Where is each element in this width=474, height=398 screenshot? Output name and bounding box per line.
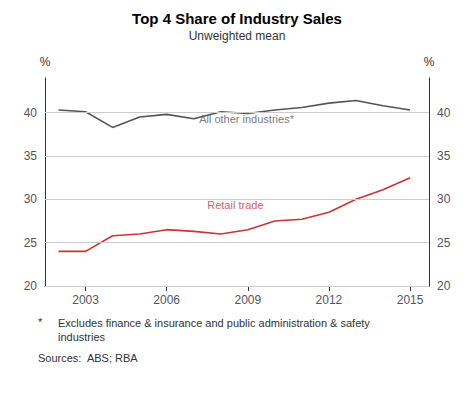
- svg-text:All other industries*: All other industries*: [199, 113, 294, 125]
- svg-text:Retail trade: Retail trade: [207, 199, 263, 211]
- svg-text:Excludes finance & insurance a: Excludes finance & insurance and public …: [58, 317, 370, 329]
- svg-text:*: *: [38, 316, 43, 328]
- svg-text:Top 4 Share of Industry Sales: Top 4 Share of Industry Sales: [132, 10, 342, 27]
- svg-text:40: 40: [437, 106, 451, 120]
- svg-text:Sources: ABS; RBA: Sources: ABS; RBA: [38, 352, 138, 364]
- svg-text:20: 20: [24, 279, 38, 293]
- svg-text:2012: 2012: [316, 293, 343, 307]
- svg-text:25: 25: [24, 236, 38, 250]
- svg-text:%: %: [424, 55, 435, 69]
- svg-text:Unweighted mean: Unweighted mean: [189, 29, 286, 43]
- svg-text:25: 25: [437, 236, 451, 250]
- svg-text:20: 20: [437, 279, 451, 293]
- svg-text:2003: 2003: [72, 293, 99, 307]
- svg-text:30: 30: [24, 192, 38, 206]
- svg-text:30: 30: [437, 192, 451, 206]
- svg-text:industries: industries: [58, 331, 106, 343]
- svg-text:2015: 2015: [397, 293, 424, 307]
- svg-text:40: 40: [24, 106, 38, 120]
- svg-text:2006: 2006: [153, 293, 180, 307]
- svg-text:35: 35: [24, 149, 38, 163]
- svg-text:%: %: [40, 55, 51, 69]
- svg-text:35: 35: [437, 149, 451, 163]
- svg-text:2009: 2009: [234, 293, 261, 307]
